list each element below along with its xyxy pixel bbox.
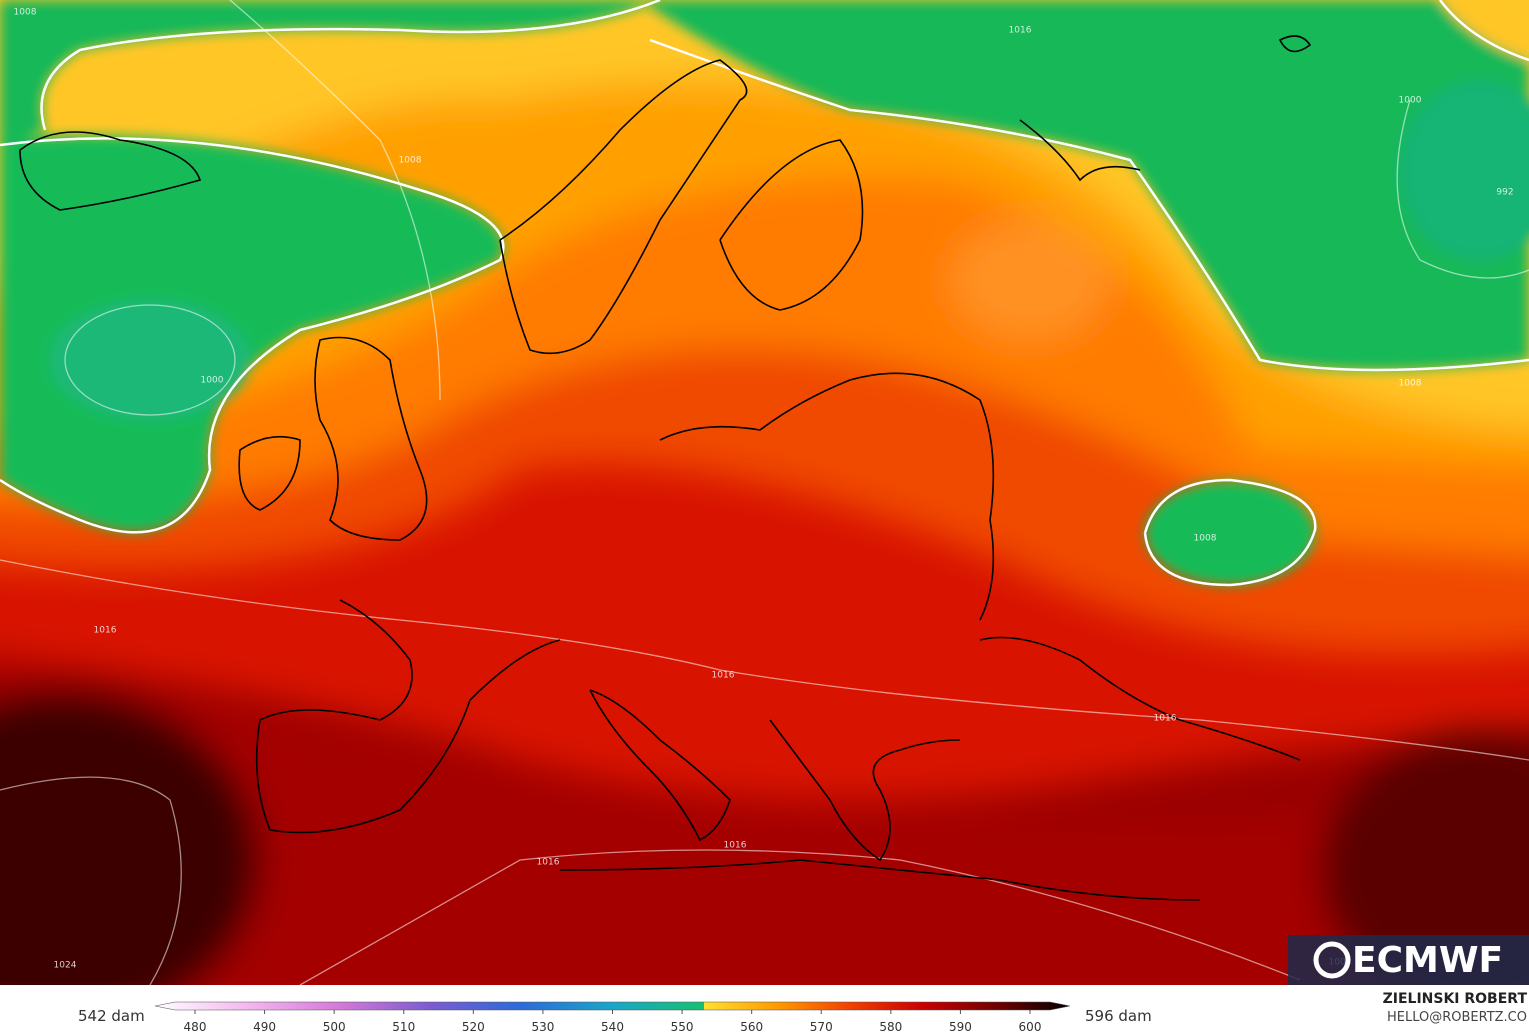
colorbar-tick-label: 520 — [462, 1020, 485, 1034]
isobar-label: 1008 — [14, 8, 37, 18]
isobar-labels: 1008 1016 1008 1000 1000 992 1008 1008 1016 1016 1… — [14, 8, 1514, 971]
isobar-label: 1008 — [1399, 379, 1422, 389]
colorbar-tick-label: 580 — [879, 1020, 902, 1034]
colorbar-tick-label: 560 — [740, 1020, 763, 1034]
max-label: 596 dam — [1085, 1007, 1152, 1025]
colorbar-tick-label: 500 — [323, 1020, 346, 1034]
colorbar-tick-label: 590 — [949, 1020, 972, 1034]
colorbar-tick-label: 480 — [184, 1020, 207, 1034]
low-areas — [0, 0, 1529, 585]
isobar-label: 1016 — [1154, 714, 1177, 724]
isobar-label: 1016 — [1009, 26, 1032, 36]
email: HELLO@ROBERTZ.CO — [1387, 1010, 1527, 1025]
logo-text: ECMWF — [1352, 940, 1503, 981]
isobar-label: 1024 — [54, 961, 77, 971]
colorbar-tick-label: 530 — [531, 1020, 554, 1034]
isobar-label: 992 — [1496, 188, 1513, 198]
bottom-bar: 542 dam 480 490 500 510 520 530 540 550 560 570 58… — [0, 985, 1529, 1035]
isobar-label: 1000 — [1399, 96, 1422, 106]
isobar-label: 1016 — [712, 671, 735, 681]
min-label: 542 dam — [78, 1007, 145, 1025]
isobar-label: 1008 — [1194, 534, 1217, 544]
coastlines — [19, 35, 1312, 901]
isobar-label: 1008 — [399, 156, 422, 166]
colorbar-ticks: 480 490 500 510 520 530 540 550 560 570 580 590 600 — [184, 1010, 1042, 1034]
isobar-label: 1016 — [724, 841, 747, 851]
isobar-label: 1016 — [94, 626, 117, 636]
colorbar-tick-label: 490 — [253, 1020, 276, 1034]
logo-box: ECMWF — [1288, 935, 1529, 985]
logo-icon — [1313, 941, 1351, 979]
isobars — [0, 0, 1529, 985]
author: ZIELINSKI ROBERT — [1383, 991, 1528, 1007]
colorbar-tick-label: 550 — [671, 1020, 694, 1034]
isobar-label: 1000 — [201, 376, 224, 386]
colorbar-tick-label: 540 — [601, 1020, 624, 1034]
isobar-label: 1016 — [537, 858, 560, 868]
colorbar — [154, 1001, 1071, 1011]
colorbar-tick-label: 600 — [1019, 1020, 1042, 1034]
colorbar-tick-label: 570 — [810, 1020, 833, 1034]
colorbar-tick-label: 510 — [392, 1020, 415, 1034]
